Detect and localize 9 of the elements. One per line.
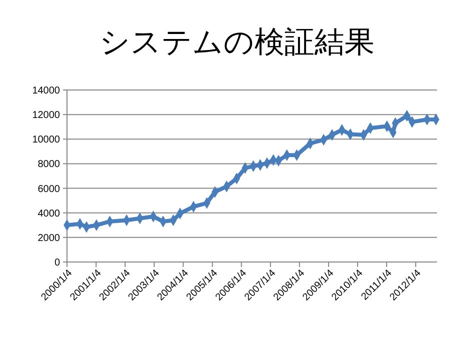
y-tick-label: 2000 [38, 232, 60, 244]
y-tick-label: 4000 [38, 208, 60, 220]
y-tick-label: 12000 [32, 110, 60, 122]
y-tick-label: 14000 [32, 86, 60, 96]
y-tick-label: 8000 [38, 159, 60, 170]
y-tick-label: 10000 [32, 134, 60, 146]
y-tick-label: 0 [54, 258, 60, 268]
y-tick-label: 6000 [38, 184, 60, 195]
chart-title: システムの検証結果 [100, 25, 374, 60]
